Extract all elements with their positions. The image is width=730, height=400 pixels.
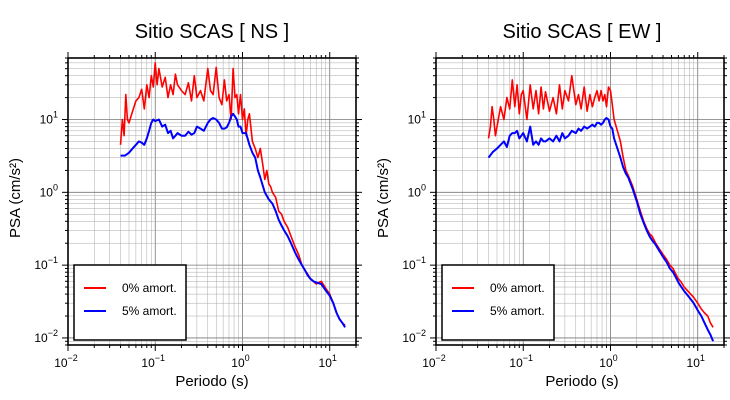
chart-panel-ew: Sitio SCAS [ EW ] Periodo (s) PSA (cm/s²… [375, 21, 730, 390]
x-tick-label: 100 [599, 353, 617, 370]
y-tick-label: 10−1 [34, 255, 58, 272]
x-axis-label: Periodo (s) [175, 373, 248, 390]
x-tick-label: 10−2 [54, 353, 78, 370]
y-tick-label: 100 [408, 182, 426, 199]
legend-label-0: 0% amort. [490, 281, 545, 295]
chart-title: Sitio SCAS [ NS ] [135, 21, 290, 43]
y-tick-label: 10−2 [34, 328, 58, 345]
legend-box [73, 264, 187, 341]
x-tick-label: 10−2 [422, 353, 446, 370]
legend-label-0: 0% amort. [122, 281, 177, 295]
plot-area [430, 52, 730, 351]
legend-box [441, 264, 555, 341]
y-axis-label: PSA (cm/s²) [375, 158, 392, 238]
y-tick-label: 10−2 [402, 328, 426, 345]
legend-label-1: 5% amort. [490, 304, 545, 318]
x-tick-label: 10−1 [509, 353, 533, 370]
series-line-amort-5 [487, 117, 715, 342]
y-tick-label: 101 [408, 110, 426, 127]
x-tick-label: 100 [231, 353, 249, 370]
x-tick-label: 101 [319, 353, 337, 370]
plot-area [62, 52, 362, 351]
chart-title: Sitio SCAS [ EW ] [503, 21, 662, 43]
series-line-amort-0 [487, 74, 714, 328]
grid [435, 57, 725, 346]
y-tick-label: 10−1 [402, 255, 426, 272]
y-tick-label: 101 [40, 110, 58, 127]
y-tick-label: 100 [40, 182, 58, 199]
x-axis-label: Periodo (s) [545, 373, 618, 390]
plot-frame [67, 57, 357, 346]
x-tick-label: 10−1 [141, 353, 165, 370]
y-axis-label: PSA (cm/s²) [7, 158, 24, 238]
plot-frame [435, 57, 725, 346]
x-tick-label: 101 [687, 353, 705, 370]
chart-panel-ns: Sitio SCAS [ NS ] Periodo (s) PSA (cm/s²… [7, 21, 362, 390]
legend-label-1: 5% amort. [122, 304, 177, 318]
series-line-amort-5 [120, 112, 346, 328]
